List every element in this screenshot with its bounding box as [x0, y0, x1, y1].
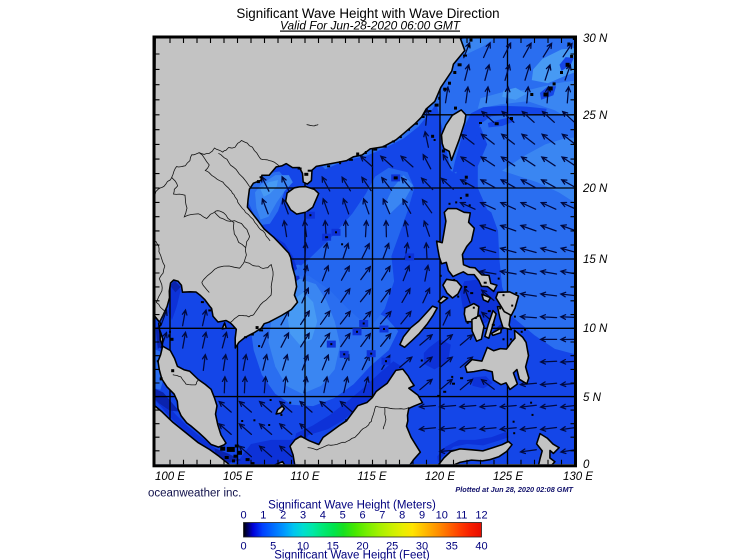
- svg-text:15 N: 15 N: [583, 254, 608, 266]
- svg-text:25: 25: [386, 541, 398, 553]
- svg-text:120 E: 120 E: [425, 471, 455, 483]
- svg-text:30 N: 30 N: [583, 33, 608, 45]
- svg-text:20: 20: [356, 541, 368, 553]
- svg-text:8: 8: [399, 510, 405, 522]
- svg-text:Valid For Jun-28-2020 06:00 GM: Valid For Jun-28-2020 06:00 GMT: [280, 19, 461, 33]
- svg-text:Significant Wave Height with W: Significant Wave Height with Wave Direct…: [236, 6, 499, 21]
- svg-text:100 E: 100 E: [155, 471, 185, 483]
- svg-text:130 E: 130 E: [563, 471, 593, 483]
- svg-text:7: 7: [379, 510, 385, 522]
- svg-text:3: 3: [300, 510, 306, 522]
- svg-text:10: 10: [436, 510, 448, 522]
- svg-text:0: 0: [583, 459, 590, 471]
- svg-text:40: 40: [475, 541, 487, 553]
- svg-text:0: 0: [240, 541, 246, 553]
- svg-text:5 N: 5 N: [583, 392, 602, 404]
- svg-text:oceanweather inc.: oceanweather inc.: [148, 488, 241, 500]
- svg-text:Plotted at Jun 28, 2020 02:08: Plotted at Jun 28, 2020 02:08 GMT: [455, 485, 573, 494]
- svg-text:Significant Wave Height (Meter: Significant Wave Height (Meters): [268, 500, 436, 512]
- svg-text:9: 9: [419, 510, 425, 522]
- svg-text:35: 35: [446, 541, 458, 553]
- svg-text:30: 30: [416, 541, 428, 553]
- svg-text:125 E: 125 E: [493, 471, 523, 483]
- svg-text:4: 4: [320, 510, 326, 522]
- svg-text:10: 10: [297, 541, 309, 553]
- svg-text:1: 1: [260, 510, 266, 522]
- svg-text:6: 6: [359, 510, 365, 522]
- svg-text:105 E: 105 E: [223, 471, 253, 483]
- svg-text:0: 0: [240, 510, 246, 522]
- svg-text:10 N: 10 N: [583, 323, 608, 335]
- svg-text:25 N: 25 N: [582, 110, 608, 122]
- svg-text:11: 11: [456, 510, 467, 522]
- svg-text:2: 2: [280, 510, 286, 522]
- svg-text:20 N: 20 N: [582, 183, 608, 195]
- svg-text:5: 5: [340, 510, 346, 522]
- svg-text:Significant Wave Height (Feet): Significant Wave Height (Feet): [274, 550, 430, 560]
- svg-text:5: 5: [270, 541, 276, 553]
- svg-text:15: 15: [327, 541, 339, 553]
- svg-text:12: 12: [475, 510, 487, 522]
- svg-text:115 E: 115 E: [357, 471, 387, 483]
- svg-text:110 E: 110 E: [290, 471, 320, 483]
